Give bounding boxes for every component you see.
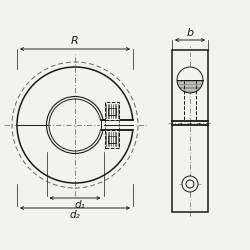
Circle shape <box>177 67 203 93</box>
Text: d₁: d₁ <box>74 200 86 209</box>
Text: b: b <box>186 28 194 38</box>
Circle shape <box>182 176 198 192</box>
Text: d₂: d₂ <box>70 210 80 220</box>
Bar <box>105 130 119 148</box>
Bar <box>105 102 119 120</box>
Bar <box>172 50 208 212</box>
Text: R: R <box>71 36 79 46</box>
Bar <box>108 136 116 143</box>
Bar <box>108 108 116 115</box>
